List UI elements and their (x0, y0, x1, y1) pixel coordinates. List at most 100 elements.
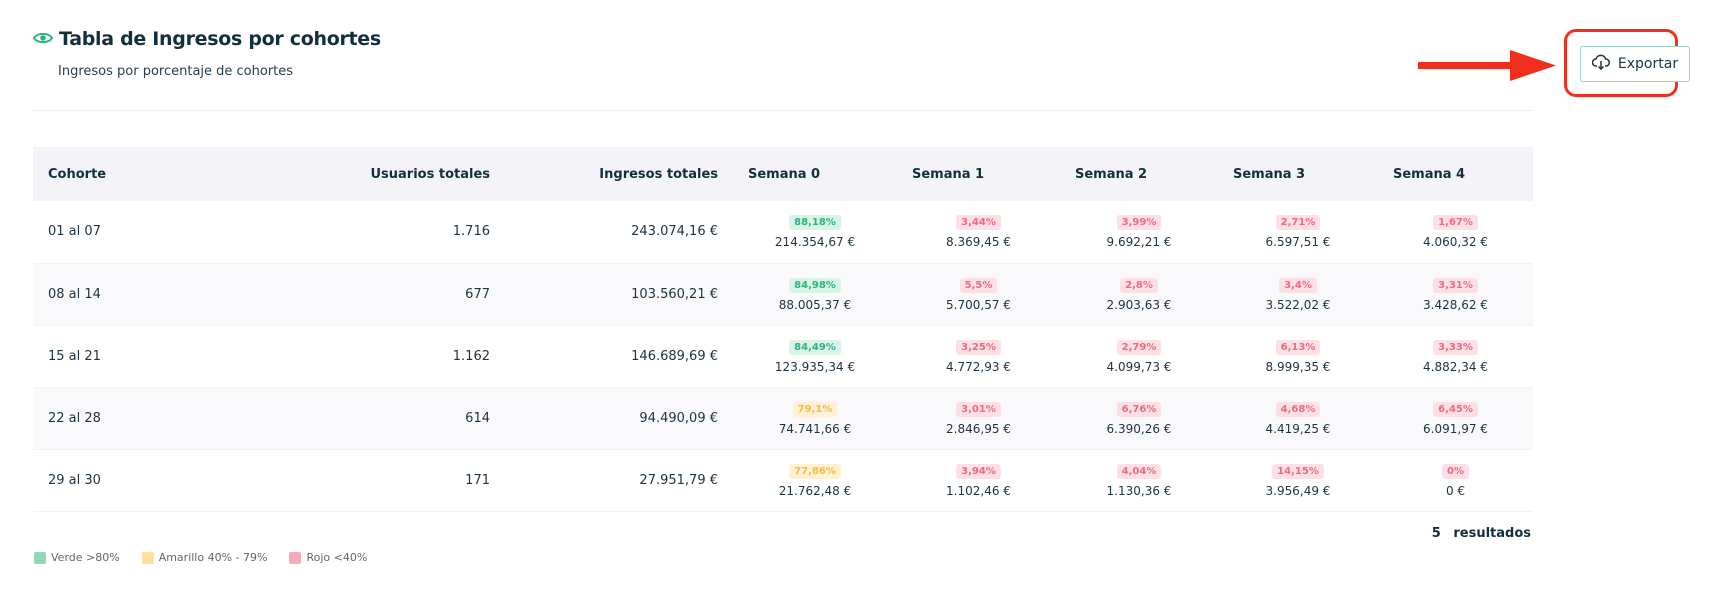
column-header: Usuarios totales (333, 147, 505, 201)
week-cell: 3,99% 9.692,21 € (1060, 201, 1218, 263)
week-amount: 5.700,57 € (946, 297, 1011, 312)
retention-badge: 3,94% (956, 463, 1001, 479)
week-amount: 214.354,67 € (774, 235, 856, 250)
retention-badge: 4,04% (1116, 463, 1162, 479)
export-button[interactable]: Exportar (1580, 46, 1690, 82)
week-cell: 3,44% 8.369,45 € (897, 201, 1060, 263)
week-cell: 88,18% 214.354,67 € (733, 201, 897, 263)
retention-badge: 4,68% (1275, 401, 1321, 417)
annotation-arrow (1418, 50, 1556, 81)
cohort-cell: 08 al 14 (33, 263, 333, 325)
week-cell: 3,31% 3.428,62 € (1378, 263, 1533, 325)
retention-badge: 3,44% (956, 215, 1001, 231)
legend-item: Verde >80% (34, 551, 120, 564)
retention-badge: 6,13% (1275, 339, 1321, 355)
legend-item: Rojo <40% (289, 551, 367, 564)
divider (33, 110, 1533, 111)
retention-badge: 3,25% (956, 339, 1001, 355)
column-header: Semana 0 (733, 147, 897, 201)
table-row: 01 al 07 1.716 243.074,16 € 88,18% 214.354,6… (33, 201, 1533, 263)
week-cell: 1,67% 4.060,32 € (1378, 201, 1533, 263)
cohort-cell: 01 al 07 (48, 224, 101, 240)
column-header: Semana 3 (1218, 147, 1378, 201)
week-amount: 4.060,32 € (1423, 235, 1488, 250)
export-label: Exportar (1617, 56, 1679, 72)
users-cell: 614 (333, 387, 505, 449)
cohort-cell: 29 al 30 (48, 472, 101, 488)
column-header: Semana 2 (1060, 147, 1218, 201)
week-amount: 2.846,95 € (946, 421, 1011, 436)
legend: Verde >80% Amarillo 40% - 79% Rojo <40% (34, 551, 367, 564)
week-amount: 123.935,34 € (774, 359, 856, 374)
week-cell: 2,79% 4.099,73 € (1060, 325, 1218, 387)
legend-label: Verde >80% (51, 551, 120, 564)
week-cell: 3,25% 4.772,93 € (897, 325, 1060, 387)
revenue-cell: 103.560,21 € (505, 263, 733, 325)
legend-label: Amarillo 40% - 79% (158, 551, 268, 564)
cohort-table: Cohorte Usuarios totales Ingresos totales S… (33, 147, 1533, 512)
week-amount: 1.130,36 € (1106, 483, 1172, 498)
retention-badge: 79,1% (792, 401, 838, 417)
users-cell: 1.716 (452, 224, 490, 240)
week-cell: 4,04% 1.130,36 € (1060, 449, 1218, 511)
week-amount: 4.882,34 € (1423, 359, 1488, 374)
retention-badge: 6,45% (1433, 401, 1478, 417)
retention-badge: 88,18% (789, 215, 841, 231)
column-header: Cohorte (33, 147, 333, 201)
week-cell: 6,76% 6.390,26 € (1060, 387, 1218, 449)
week-amount: 0 € (1445, 483, 1466, 498)
cohort-cell: 22 al 28 (33, 387, 333, 449)
title-text: Tabla de Ingresos por cohortes (59, 28, 381, 50)
column-header: Ingresos totales (505, 147, 733, 201)
week-amount: 8.369,45 € (946, 235, 1011, 250)
users-cell: 1.162 (452, 348, 490, 364)
column-header: Semana 4 (1378, 147, 1533, 201)
results-count: 5 resultados (1431, 526, 1531, 541)
column-header: Semana 1 (897, 147, 1060, 201)
week-cell: 84,98% 88.005,37 € (733, 263, 897, 325)
table-row: 15 al 21 1.162 146.689,69 € 84,49% 123.935,3… (33, 325, 1533, 387)
week-cell: 79,1% 74.741,66 € (733, 387, 897, 449)
users-cell: 171 (465, 472, 490, 488)
week-amount: 2.903,63 € (1106, 297, 1172, 312)
retention-badge: 0% (1442, 463, 1469, 479)
table-row: 29 al 30 171 27.951,79 € 77,86% 21.762,48 € 3… (33, 449, 1533, 511)
week-amount: 1.102,46 € (946, 483, 1011, 498)
cloud-download-icon (1591, 54, 1610, 74)
retention-badge: 2,8% (1120, 277, 1158, 293)
week-amount: 4.419,25 € (1265, 421, 1331, 436)
retention-badge: 84,49% (789, 339, 841, 355)
week-amount: 4.099,73 € (1106, 359, 1172, 374)
week-cell: 5,5% 5.700,57 € (897, 263, 1060, 325)
legend-swatch (34, 552, 46, 564)
retention-badge: 5,5% (959, 277, 998, 293)
week-amount: 3.522,02 € (1265, 297, 1331, 312)
week-cell: 3,4% 3.522,02 € (1218, 263, 1378, 325)
week-cell: 3,33% 4.882,34 € (1378, 325, 1533, 387)
retention-badge: 3,4% (1279, 277, 1317, 293)
week-amount: 4.772,93 € (946, 359, 1011, 374)
table-row: 08 al 14 677 103.560,21 € 84,98% 88.005,37 €… (33, 263, 1533, 325)
week-amount: 88.005,37 € (778, 297, 852, 312)
table-row: 22 al 28 614 94.490,09 € 79,1% 74.741,66 € 3,… (33, 387, 1533, 449)
week-amount: 6.091,97 € (1423, 421, 1488, 436)
week-cell: 84,49% 123.935,34 € (733, 325, 897, 387)
retention-badge: 2,79% (1116, 339, 1162, 355)
week-cell: 6,13% 8.999,35 € (1218, 325, 1378, 387)
week-amount: 21.762,48 € (778, 483, 852, 498)
retention-badge: 1,67% (1433, 215, 1478, 231)
revenue-cell: 27.951,79 € (639, 472, 718, 488)
retention-badge: 3,99% (1116, 215, 1162, 231)
week-amount: 6.390,26 € (1106, 421, 1172, 436)
retention-badge: 14,15% (1272, 463, 1324, 479)
week-cell: 2,8% 2.903,63 € (1060, 263, 1218, 325)
week-amount: 9.692,21 € (1106, 235, 1172, 250)
week-cell: 0% 0 € (1378, 449, 1533, 511)
retention-badge: 84,98% (789, 277, 841, 293)
legend-label: Rojo <40% (306, 551, 368, 564)
retention-badge: 2,71% (1275, 215, 1321, 231)
revenue-cell: 94.490,09 € (505, 387, 733, 449)
week-amount: 3.428,62 € (1423, 297, 1488, 312)
page-title: Tabla de Ingresos por cohortes (32, 28, 381, 50)
week-cell: 6,45% 6.091,97 € (1378, 387, 1533, 449)
